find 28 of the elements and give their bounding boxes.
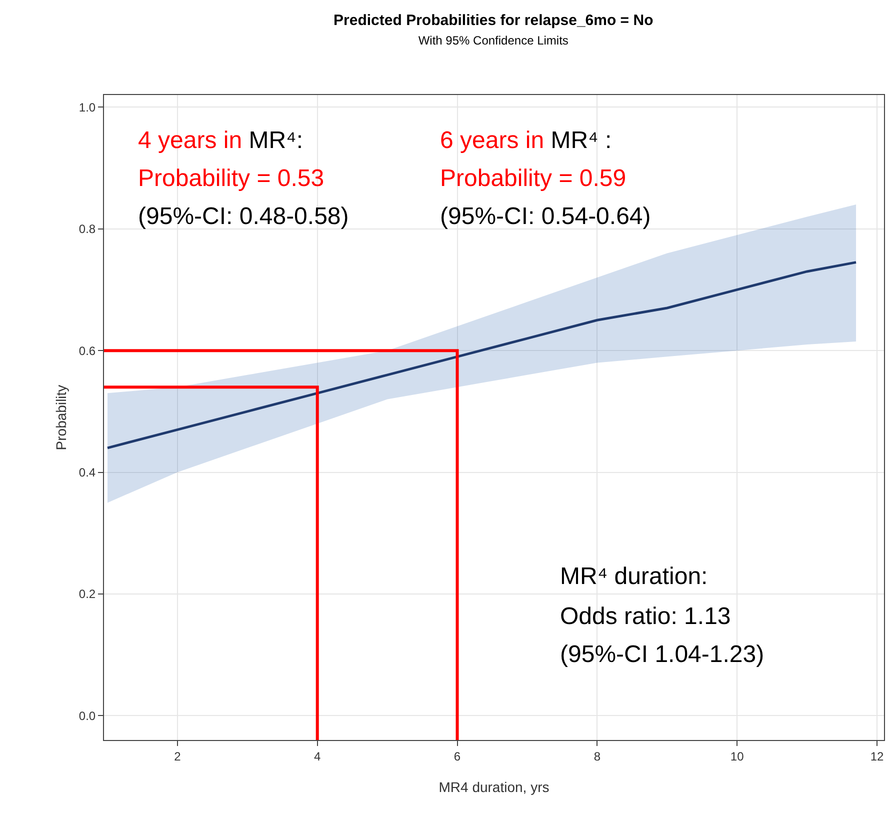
x-tick-label: 12 (870, 749, 884, 764)
annotation: MR⁴: (248, 127, 304, 154)
y-tick-label: 0.4 (78, 465, 96, 480)
annotation: (95%-CI 1.04-1.23) (560, 641, 764, 668)
annotation: Probability = 0.59 (440, 165, 626, 192)
x-tick-label: 4 (314, 749, 322, 764)
y-tick-label: 0.0 (78, 708, 96, 723)
y-tick-label: 0.6 (78, 344, 96, 358)
x-tick-label: 8 (594, 749, 601, 764)
x-axis-title: MR4 duration, yrs (438, 779, 550, 795)
y-tick-label: 1.0 (78, 100, 96, 114)
x-tick-label: 6 (454, 749, 461, 764)
y-tick-label: 0.8 (78, 222, 96, 236)
annotation: 6 years in (440, 127, 544, 154)
annotation: (95%-CI: 0.54-0.64) (440, 203, 651, 230)
annotation: (95%-CI: 0.48-0.58) (138, 203, 349, 230)
annotation: Odds ratio: 1.13 (560, 603, 731, 630)
x-tick-label: 2 (174, 749, 182, 764)
chart-subtitle: With 95% Confidence Limits (418, 33, 568, 48)
chart-title: Predicted Probabilities for relapse_6mo = No (334, 12, 654, 29)
y-axis-title: Probability (53, 384, 69, 450)
annotation: 4 years in (138, 127, 242, 154)
y-tick-label: 0.2 (78, 587, 96, 602)
x-tick-label: 10 (730, 749, 744, 764)
annotation: MR⁴ : (550, 127, 612, 154)
annotation: MR⁴ duration: (560, 563, 708, 590)
line-series (106, 261, 858, 450)
annotation: Probability = 0.53 (138, 165, 324, 192)
